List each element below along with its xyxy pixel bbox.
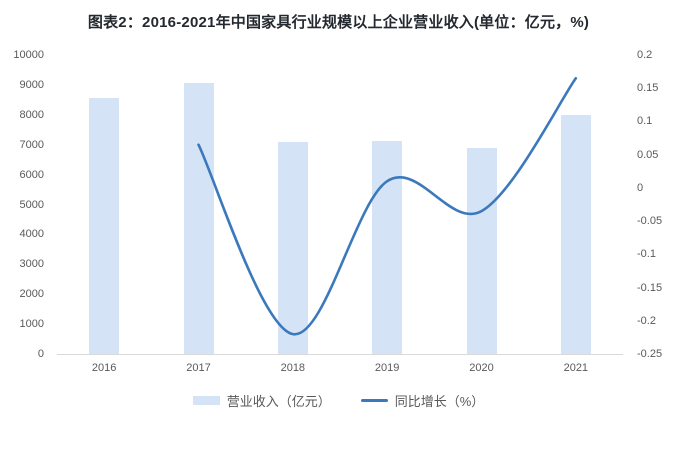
x-axis-line <box>57 354 623 355</box>
growth-line-series <box>197 77 578 336</box>
plot-area <box>57 55 623 354</box>
left-axis-tick: 9000 <box>19 78 44 91</box>
left-axis-tick: 6000 <box>19 168 44 181</box>
left-axis-tick: 10000 <box>13 49 44 61</box>
x-axis-label-2017: 2017 <box>186 362 211 374</box>
left-axis-tick: 5000 <box>19 198 44 211</box>
right-axis-tick: -0.05 <box>637 215 663 228</box>
right-axis-tick: 0.1 <box>637 115 653 128</box>
legend-item-growth: 同比增长（%） <box>360 391 485 410</box>
revenue-bar-2020 <box>466 148 497 354</box>
left-axis-tick: 4000 <box>19 228 44 241</box>
left-axis-tick: 3000 <box>19 258 44 271</box>
chart-title: 图表2：2016-2021年中国家具行业规模以上企业营业收入(单位：亿元，%) <box>87 14 590 31</box>
revenue-bar-2021 <box>560 114 591 354</box>
left-axis-tick: 7000 <box>19 138 44 151</box>
left-axis-tick: 8000 <box>19 108 44 121</box>
x-axis-label-2019: 2019 <box>374 362 400 374</box>
legend-label-growth: 同比增长（%） <box>394 394 485 409</box>
x-axis-label-2018: 2018 <box>280 362 306 374</box>
right-axis-tick: 0.05 <box>637 148 659 161</box>
x-axis-label-2021: 2021 <box>563 362 589 374</box>
right-axis-tick: -0.25 <box>637 348 663 360</box>
x-axis-label-2016: 2016 <box>91 362 117 374</box>
growth-line-path <box>197 77 578 336</box>
right-axis-tick: -0.2 <box>637 314 656 327</box>
revenue-bar-swatch-icon <box>192 396 220 405</box>
revenue-bar-2016 <box>89 98 120 354</box>
left-axis-tick: 2000 <box>19 288 44 301</box>
right-axis-tick: -0.15 <box>637 281 663 294</box>
revenue-bar-2018 <box>277 142 308 354</box>
left-axis-tick: 1000 <box>19 318 44 331</box>
growth-line-swatch-icon <box>360 399 388 402</box>
x-axis-label-2020: 2020 <box>469 362 494 374</box>
right-axis-tick: 0.15 <box>637 82 659 95</box>
right-axis-tick: 0 <box>637 181 644 194</box>
right-axis-tick: -0.1 <box>637 248 656 261</box>
right-axis-tick: 0.2 <box>637 49 653 61</box>
legend-label-revenue: 营业收入（亿元） <box>226 394 331 409</box>
legend: 营业收入（亿元） 同比增长（%） <box>0 391 677 410</box>
legend-item-revenue: 营业收入（亿元） <box>192 391 331 410</box>
left-axis-tick: 0 <box>37 348 44 360</box>
revenue-bar-2017 <box>183 83 214 354</box>
